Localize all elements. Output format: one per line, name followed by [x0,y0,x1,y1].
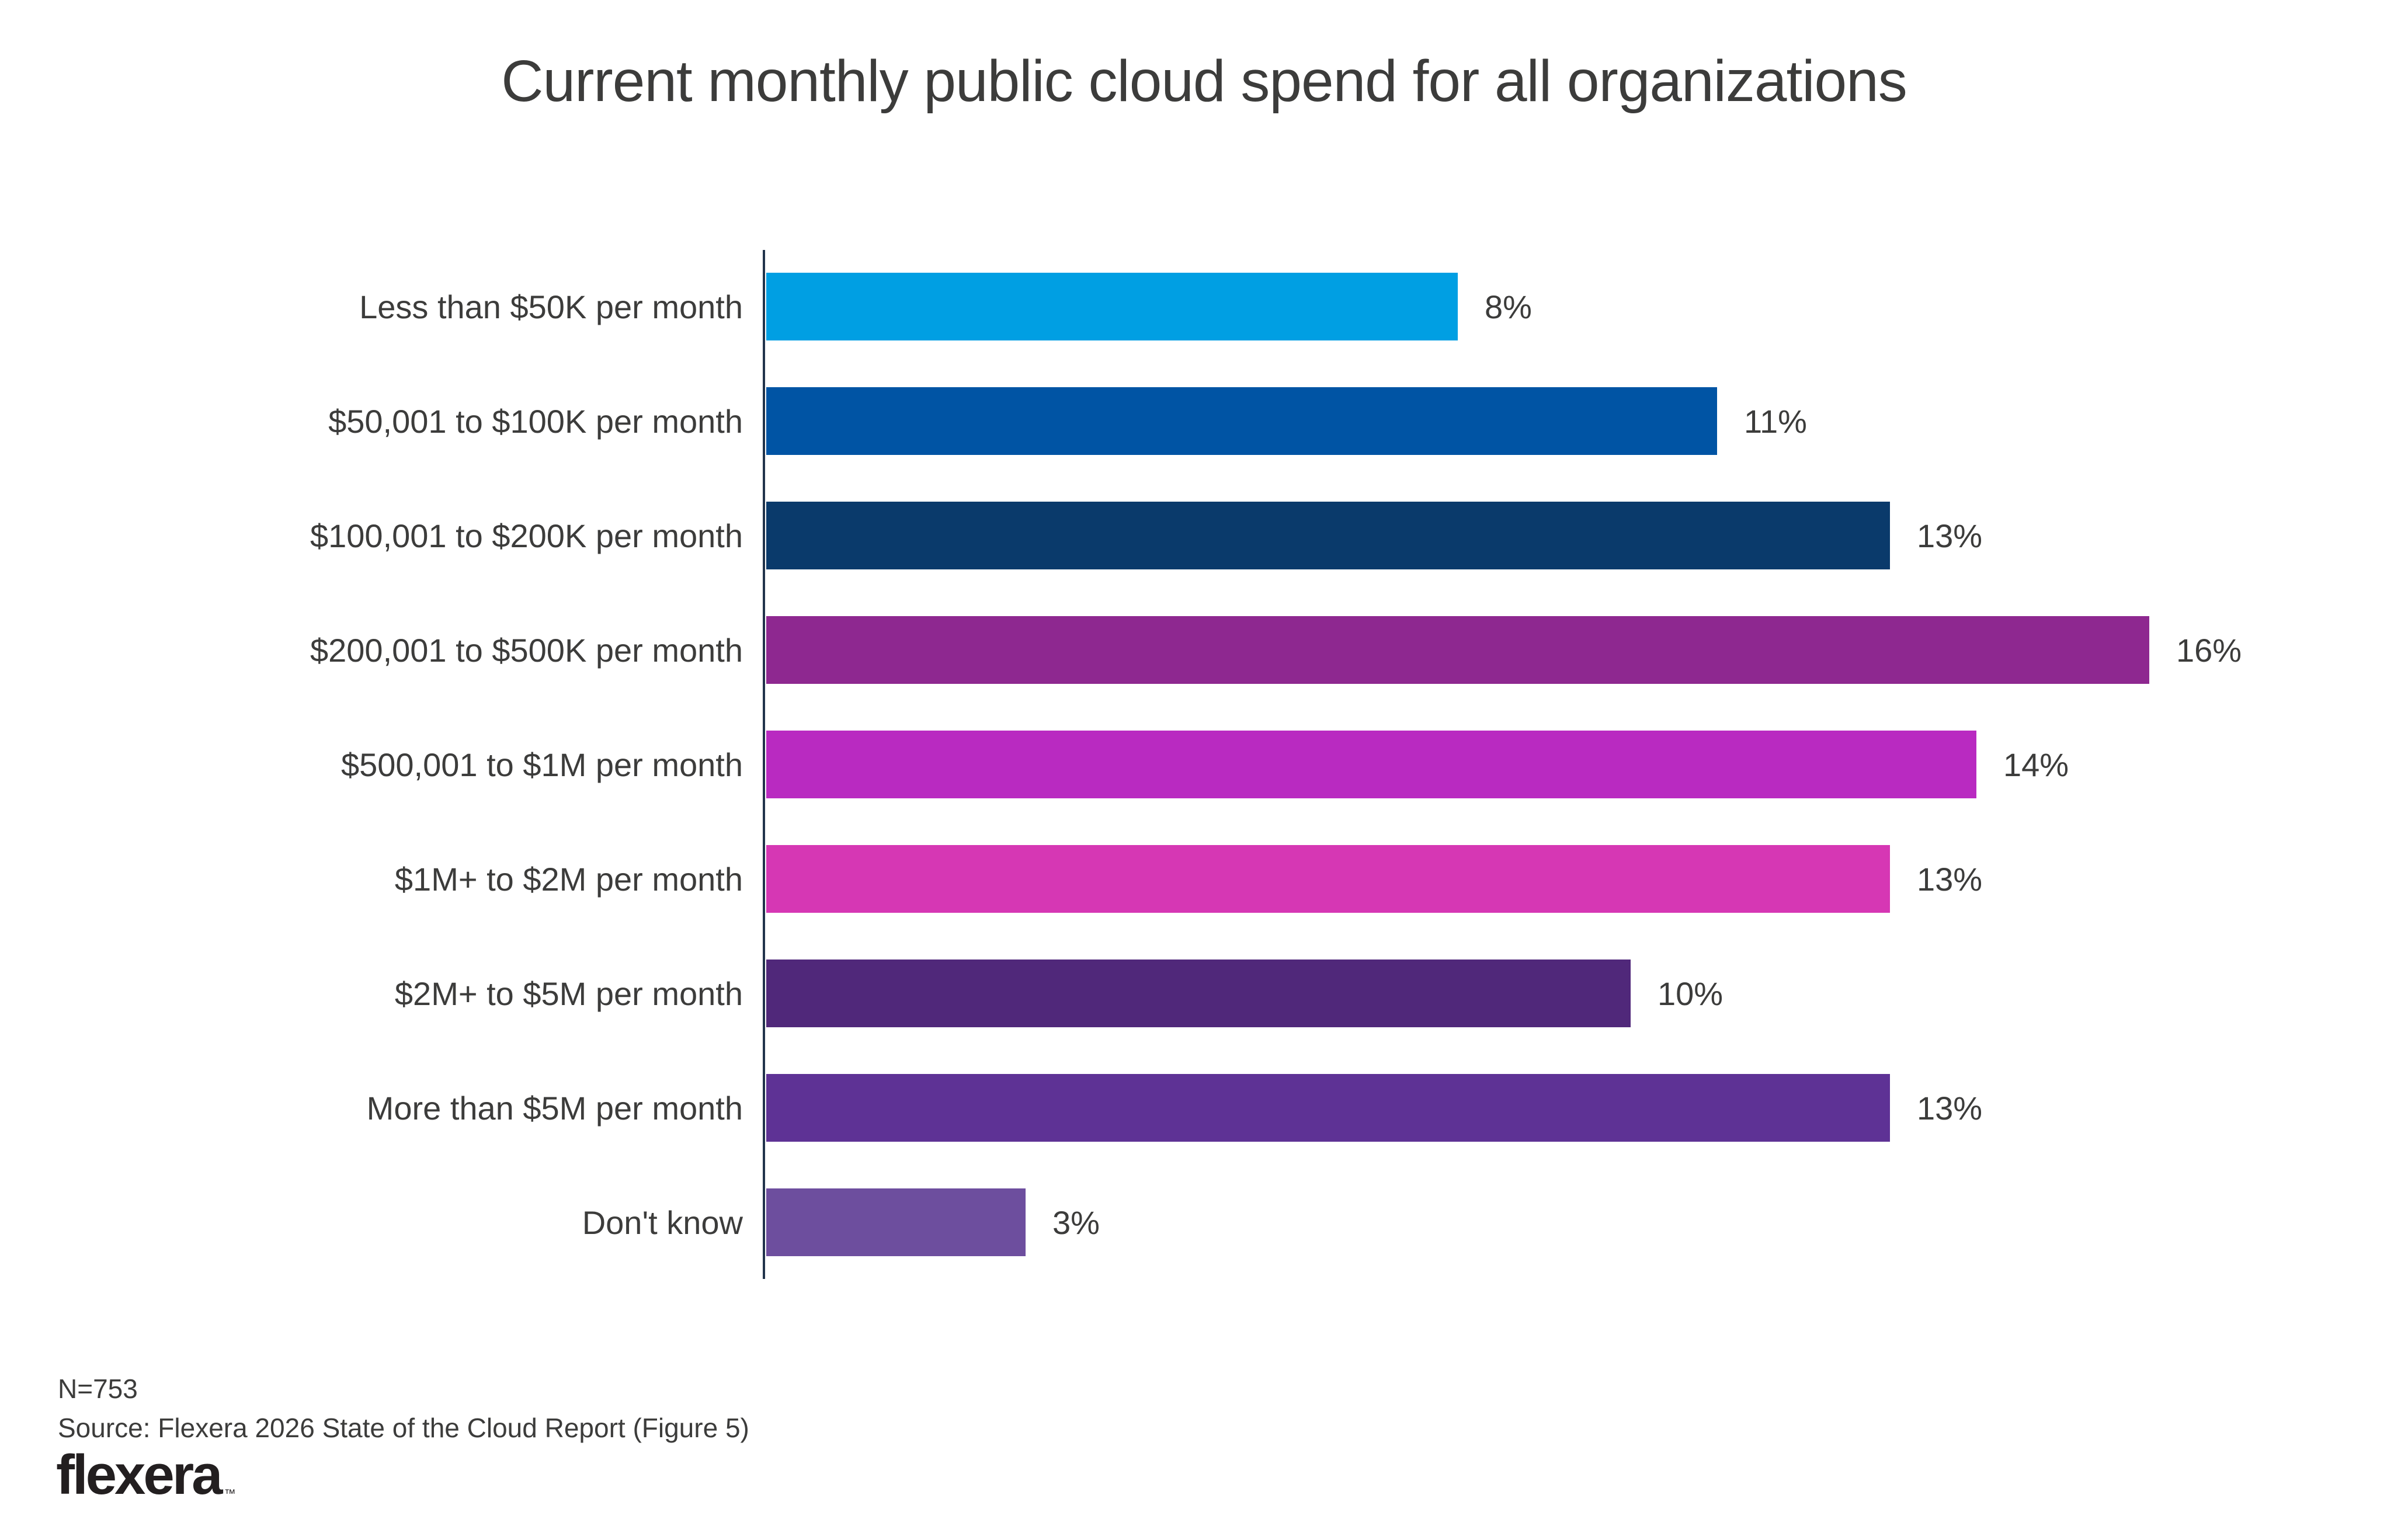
chart-row: $1M+ to $2M per month 13% [0,822,2408,936]
category-label: More than $5M per month [366,1089,743,1127]
category-label: $1M+ to $2M per month [394,860,743,898]
value-label: 11% [1744,402,1807,440]
bar-group: 3% [766,1165,1100,1280]
bar [766,273,1458,340]
bar-group: 13% [766,478,1982,593]
bar [766,1188,1026,1256]
chart-row: $100,001 to $200K per month 13% [0,478,2408,593]
bar [766,845,1890,913]
chart-title: Current monthly public cloud spend for a… [501,48,1907,114]
flexera-logo-text: flexera [56,1444,223,1506]
value-label: 16% [2176,631,2242,669]
chart-row: $2M+ to $5M per month 10% [0,936,2408,1051]
bar-group: 13% [766,1051,1982,1165]
chart-row: More than $5M per month 13% [0,1051,2408,1165]
bar-group: 13% [766,822,1982,936]
bar-group: 11% [766,364,1807,478]
bar [766,960,1631,1027]
chart-row: Less than $50K per month 8% [0,249,2408,364]
category-label: $100,001 to $200K per month [310,517,743,554]
category-label: Don't know [582,1204,743,1241]
chart-row: $50,001 to $100K per month 11% [0,364,2408,478]
value-label: 3% [1052,1204,1100,1241]
flexera-logo: flexera ™ [56,1444,236,1506]
chart-row: $500,001 to $1M per month 14% [0,707,2408,822]
bar [766,616,2149,684]
trademark-symbol: ™ [224,1487,236,1500]
source-note: Source: Flexera 2026 State of the Cloud … [58,1412,749,1443]
bar [766,387,1717,455]
value-label: 10% [1658,975,1724,1012]
sample-size-note: N=753 [58,1374,138,1404]
category-label: $2M+ to $5M per month [394,975,743,1012]
value-label: 13% [1917,517,1983,554]
category-label: $200,001 to $500K per month [310,631,743,669]
chart-row: Don't know 3% [0,1165,2408,1280]
bar-group: 14% [766,707,2069,822]
value-label: 14% [2003,746,2069,783]
category-label: Less than $50K per month [359,288,743,325]
bar-group: 8% [766,249,1532,364]
category-label: $50,001 to $100K per month [328,402,743,440]
category-label: $500,001 to $1M per month [340,746,743,783]
bar-group: 10% [766,936,1723,1051]
bar-chart: Less than $50K per month 8% $50,001 to $10… [0,249,2408,1280]
chart-row: $200,001 to $500K per month 16% [0,593,2408,707]
bar [766,1074,1890,1142]
value-label: 8% [1485,288,1532,325]
chart-footer: N=753 Source: Flexera 2026 State of the … [58,1369,749,1447]
bar-group: 16% [766,593,2242,707]
value-label: 13% [1917,1089,1983,1127]
bar [766,731,1976,798]
value-label: 13% [1917,860,1983,898]
y-axis-line [763,250,765,1279]
bar [766,502,1890,569]
